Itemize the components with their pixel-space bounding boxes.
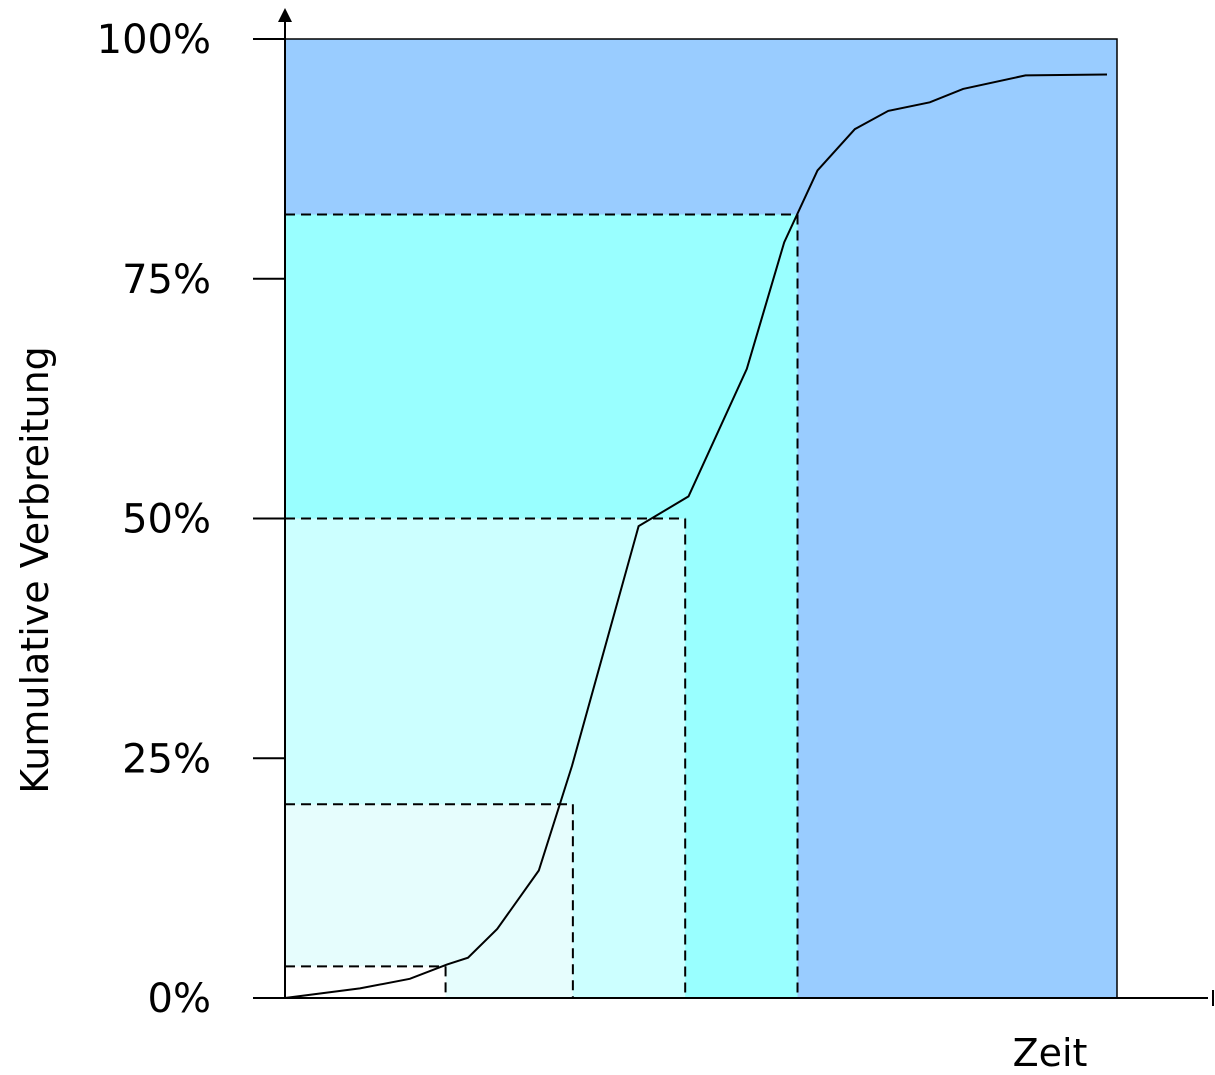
axes <box>278 8 1214 1006</box>
y-tick-label-75: 75% <box>122 257 211 303</box>
y-tick-label-25: 25% <box>122 736 211 782</box>
band-innovators <box>285 966 446 998</box>
adoption-bands <box>284 38 1118 999</box>
y-axis-label: Kumulative Verbreitung <box>13 346 57 794</box>
y-tick-label-0: 0% <box>148 976 211 1022</box>
y-ticks: 0% 25% 50% 75% 100% <box>97 17 285 1022</box>
y-tick-label-100: 100% <box>97 17 211 63</box>
y-axis-arrow <box>278 8 292 22</box>
x-axis-label: Zeit <box>1013 1031 1088 1075</box>
threshold-guides <box>285 213 799 998</box>
band-early-adopters <box>285 804 573 998</box>
y-tick-label-50: 50% <box>122 497 211 543</box>
adoption-curve <box>284 73 1108 999</box>
curve-layer <box>284 73 1108 999</box>
